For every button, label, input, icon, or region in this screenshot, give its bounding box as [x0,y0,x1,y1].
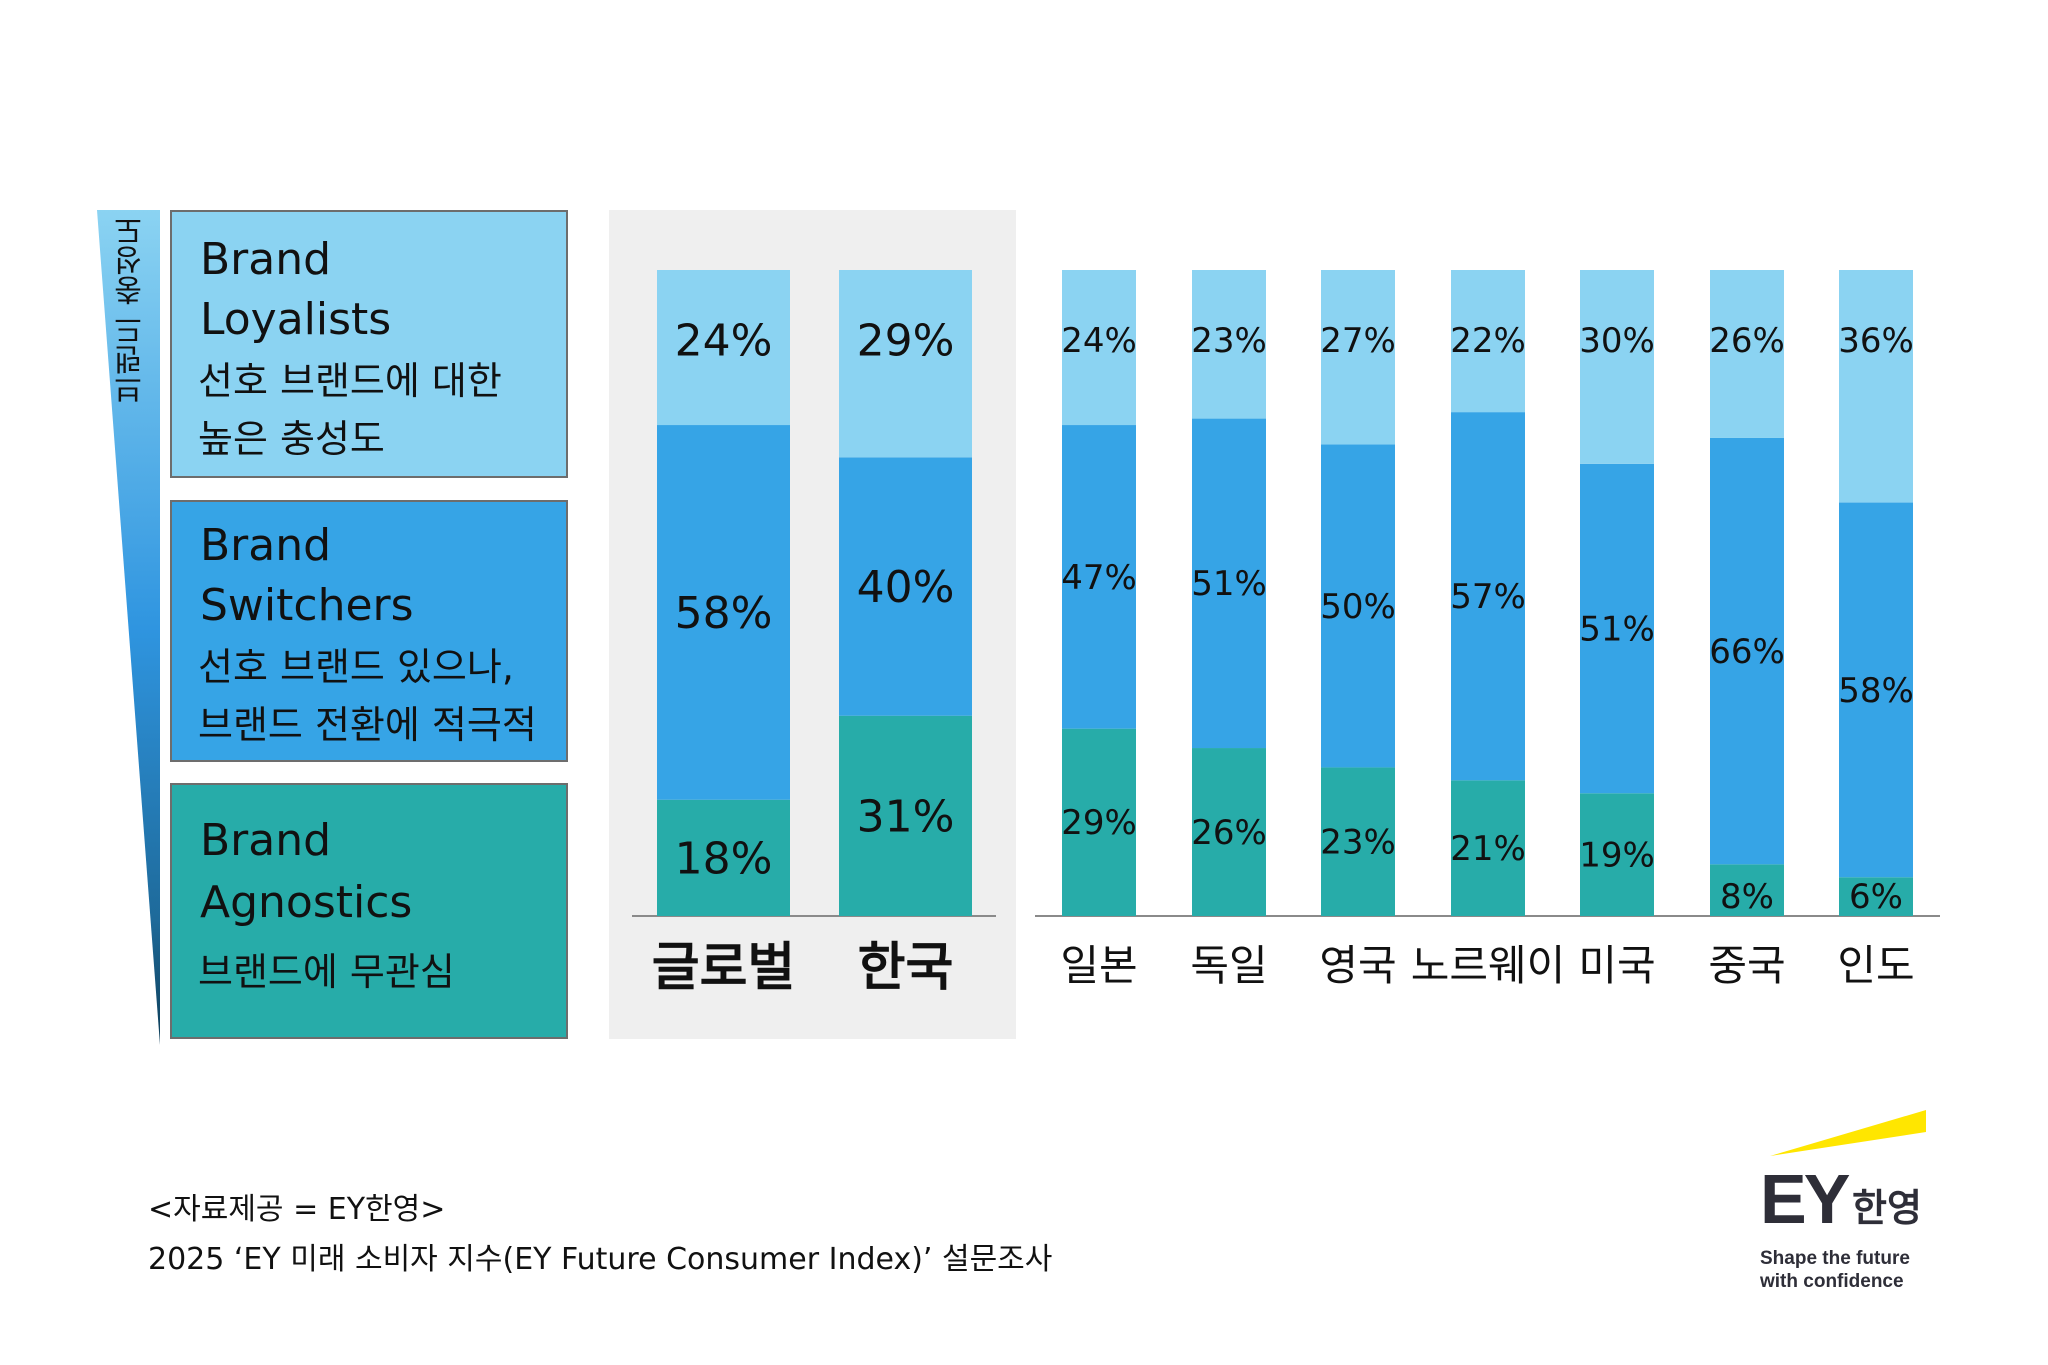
loyalty-gradient-wedge [97,210,160,1045]
legend-switchers-title-1: Brand [200,520,332,571]
bar-loyalists-7 [1710,270,1784,438]
value-label-switchers-0: 58% [675,588,773,639]
value-label-loyalists-2: 24% [1061,321,1137,361]
legend-loyalists-desc-1: 선호 브랜드에 대한 [198,359,502,403]
bar-switchers-5 [1451,412,1525,781]
category-label-5: 노르웨이 [1411,941,1566,990]
logo-tagline-2: with confidence [1760,1271,1904,1292]
value-label-switchers-8: 58% [1838,671,1914,711]
ey-logo: EY 한영 Shape the future with confidence [1756,1110,1936,1292]
value-label-loyalists-0: 24% [675,315,773,366]
bar-switchers-1 [839,457,972,716]
value-label-loyalists-3: 23% [1191,321,1267,361]
bar-loyalists-1 [839,270,972,458]
bar-loyalists-0 [657,270,790,426]
category-label-0: 글로벌 [652,938,796,998]
category-label-7: 중국 [1708,941,1785,990]
bar-switchers-2 [1062,425,1136,729]
legend-box-switchers: Brand Switchers 선호 브랜드 있으나, 브랜드 전환에 적극적 [170,500,568,762]
value-label-agnostics-8: 6% [1849,877,1903,917]
value-label-switchers-3: 51% [1191,564,1267,604]
bar-loyalists-8 [1839,270,1913,503]
bar-agnostics-2 [1062,728,1136,916]
bar-switchers-8 [1839,502,1913,878]
legend-agnostics-desc-1: 브랜드에 무관심 [198,950,455,994]
category-label-4: 영국 [1319,941,1396,990]
value-label-switchers-4: 50% [1320,587,1396,627]
value-label-loyalists-8: 36% [1838,321,1914,361]
value-label-switchers-7: 66% [1709,632,1785,672]
value-label-agnostics-0: 18% [675,833,773,884]
logo-brand: EY [1760,1160,1850,1238]
value-label-switchers-5: 57% [1450,577,1526,617]
value-label-loyalists-6: 30% [1579,321,1655,361]
logo-tagline-1: Shape the future [1760,1248,1910,1269]
category-label-3: 독일 [1190,941,1267,990]
bar-loyalists-3 [1192,270,1266,419]
bar-loyalists-4 [1321,270,1395,445]
stacked-bar-chart: 18% 58% 24% 글로벌 31% 40% 29% 한국 29% 47% 24% 일본 26% 51%… [632,270,1940,998]
bar-switchers-4 [1321,444,1395,768]
category-label-8: 인도 [1837,941,1914,990]
value-label-switchers-1: 40% [857,562,955,613]
legend-box-agnostics: Brand Agnostics 브랜드에 무관심 [170,783,568,1039]
value-label-loyalists-5: 22% [1450,321,1526,361]
source-line-2: 2025 ‘EY 미래 소비자 지수(EY Future Consumer In… [148,1242,1053,1277]
value-label-switchers-6: 51% [1579,609,1655,649]
value-label-agnostics-1: 31% [857,791,955,842]
value-label-agnostics-2: 29% [1061,803,1137,843]
legend-switchers-desc-2: 브랜드 전환에 적극적 [198,703,537,747]
value-label-loyalists-1: 29% [857,315,955,366]
bar-switchers-0 [657,425,790,800]
bar-agnostics-1 [839,715,972,916]
legend-loyalists-title-1: Brand [200,234,332,285]
bar-loyalists-6 [1580,270,1654,464]
bar-loyalists-2 [1062,270,1136,426]
legend-loyalists-title-2: Loyalists [200,294,392,345]
bar-agnostics-8 [1839,877,1913,916]
bar-loyalists-5 [1451,270,1525,413]
legend-switchers-desc-1: 선호 브랜드 있으나, [198,645,514,689]
category-label-6: 미국 [1578,941,1655,990]
value-label-agnostics-6: 19% [1579,836,1655,876]
category-label-2: 일본 [1060,941,1137,990]
bar-agnostics-0 [657,799,790,916]
bar-agnostics-7 [1710,864,1784,916]
bar-agnostics-5 [1451,780,1525,916]
value-label-switchers-2: 47% [1061,558,1137,598]
value-label-agnostics-4: 23% [1320,823,1396,863]
bar-agnostics-4 [1321,767,1395,916]
category-label-1: 한국 [858,938,954,998]
legend-box-loyalists: Brand Loyalists 선호 브랜드에 대한 높은 충성도 [170,210,568,478]
legend-loyalists-desc-2: 높은 충성도 [198,417,385,461]
bar-switchers-7 [1710,437,1784,865]
source-line-1: <자료제공 = EY한영> [148,1192,446,1227]
value-label-agnostics-3: 26% [1191,813,1267,853]
value-label-loyalists-4: 27% [1320,321,1396,361]
bar-agnostics-3 [1192,748,1266,916]
logo-yellow-beam [1770,1110,1926,1156]
value-label-loyalists-7: 26% [1709,321,1785,361]
logo-brand-ko: 한영 [1852,1186,1922,1230]
legend-agnostics-title-2: Agnostics [200,877,413,928]
bar-agnostics-6 [1580,793,1654,916]
legend-agnostics-title-1: Brand [200,815,332,866]
source-note: <자료제공 = EY한영> 2025 ‘EY 미래 소비자 지수(EY Futu… [148,1185,1052,1285]
value-label-agnostics-7: 8% [1720,877,1774,917]
legend-switchers-title-2: Switchers [200,580,414,631]
bar-switchers-3 [1192,418,1266,749]
bar-switchers-6 [1580,463,1654,794]
value-label-agnostics-5: 21% [1450,829,1526,869]
